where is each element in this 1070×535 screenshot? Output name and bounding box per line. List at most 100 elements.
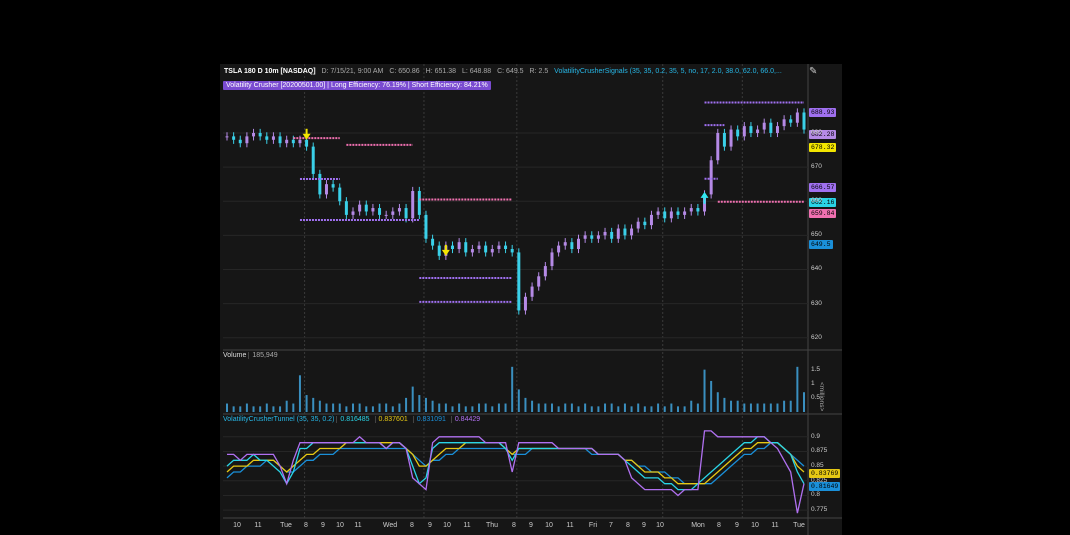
draw-tool-icon[interactable]: ✎ (809, 66, 818, 77)
volume-bar (604, 403, 607, 412)
volume-bar (617, 406, 620, 412)
tunnel-value-3: 0.831091 (412, 416, 449, 423)
time-tick-label: 11 (254, 522, 262, 529)
candle (470, 249, 474, 253)
candle (789, 119, 793, 123)
volume-bar (696, 403, 699, 412)
price-marker-label: 659.84 (809, 209, 837, 218)
volume-bar (239, 406, 242, 412)
candle (722, 132, 726, 147)
volume-bar (597, 406, 600, 412)
volume-bar (491, 406, 494, 412)
volume-bar (783, 400, 786, 412)
candle (450, 245, 454, 250)
candle (523, 296, 527, 311)
candle (570, 242, 574, 250)
volume-bar (756, 403, 759, 412)
volume-bar (332, 403, 335, 412)
price-chart-canvas[interactable] (220, 64, 842, 535)
tunnel-title: VolatilityCrusherTunnel (35, 35, 0.2) (223, 416, 335, 423)
volume-bar (345, 406, 348, 412)
volume-bar (690, 400, 693, 412)
volume-bar (550, 403, 553, 412)
candle (344, 201, 348, 215)
price-tick-label: 680 (811, 128, 822, 136)
candle (318, 173, 322, 195)
volume-bar (226, 403, 228, 412)
candle (577, 238, 581, 250)
volume-bar (232, 406, 235, 412)
tunnel-line-yellow (226, 442, 805, 485)
volume-bar (405, 397, 408, 412)
candle (311, 146, 315, 174)
volume-bar (570, 403, 573, 412)
volume-bar (736, 400, 739, 412)
candle (490, 249, 494, 253)
time-tick-label: 10 (443, 522, 451, 529)
volume-bar (723, 397, 726, 412)
candle (649, 214, 653, 226)
volume-bar (557, 406, 560, 412)
chart-background (220, 64, 842, 535)
time-tick-label: 10 (545, 522, 553, 529)
time-tick-label: Fri (588, 522, 598, 529)
efficiency-banner: Volatility Crusher [20200501.00] | Long … (223, 81, 495, 90)
volume-bar (623, 403, 626, 412)
candle (271, 136, 275, 140)
volume-bar (325, 403, 328, 412)
price-marker-label: 688.93 (809, 108, 837, 117)
candle (517, 252, 521, 311)
volume-bar (265, 403, 268, 412)
time-tick-label: Wed (382, 522, 398, 529)
price-marker-label: 666.57 (809, 183, 837, 192)
candle (636, 221, 640, 229)
volume-bar (504, 403, 507, 412)
candle (663, 211, 667, 219)
volume-bar (637, 403, 640, 412)
volume-bar (292, 403, 295, 412)
candle (550, 252, 554, 267)
price-marker-label: 649.5 (809, 240, 833, 249)
volume-bar (458, 403, 461, 412)
candle (411, 190, 415, 219)
candle (583, 235, 587, 239)
volume-bar (305, 395, 308, 412)
volume-header: Volume 185,949 (223, 352, 281, 359)
candle (802, 112, 806, 130)
chart-frame[interactable]: TSLA 180 D 10m [NASDAQ] D: 7/15/21, 9:00… (220, 64, 842, 535)
candle (265, 136, 269, 140)
volume-bar (670, 403, 673, 412)
candle (590, 235, 594, 239)
volume-bar (716, 392, 719, 412)
volume-bar (444, 403, 447, 412)
candle (305, 139, 309, 147)
signal-down-arrow-stem (444, 244, 447, 251)
candle (610, 231, 614, 239)
signals-study-label[interactable]: VolatilityCrusherSignals (35, 35, 0.2, 3… (554, 68, 782, 75)
price-tick-label: 640 (811, 265, 822, 273)
candle (364, 204, 368, 212)
volume-bar (564, 403, 567, 412)
volume-bar (272, 406, 275, 412)
signal-up-arrow (700, 191, 709, 198)
candle (225, 136, 229, 138)
volume-bar (584, 403, 587, 412)
efficiency-badge: Volatility Crusher [20200501.00] | Long … (223, 81, 491, 90)
volume-bar (610, 403, 613, 412)
volume-bar (478, 403, 481, 412)
candle (782, 119, 786, 127)
candle (278, 136, 282, 144)
time-tick-label: Thu (485, 522, 499, 529)
candle (397, 208, 401, 212)
price-high: H: 651.38 (425, 68, 456, 75)
time-tick-label: Mon (691, 522, 705, 529)
volume-bar (524, 397, 527, 412)
volume-bar (703, 369, 706, 412)
time-tick-label: 8 (304, 522, 308, 529)
volume-value: 185,949 (248, 352, 281, 359)
tunnel-tick-label: 0.9 (811, 432, 821, 440)
price-tick-label: 650 (811, 231, 822, 239)
candle (391, 211, 395, 215)
volume-bar (497, 403, 500, 412)
candle (603, 231, 607, 236)
